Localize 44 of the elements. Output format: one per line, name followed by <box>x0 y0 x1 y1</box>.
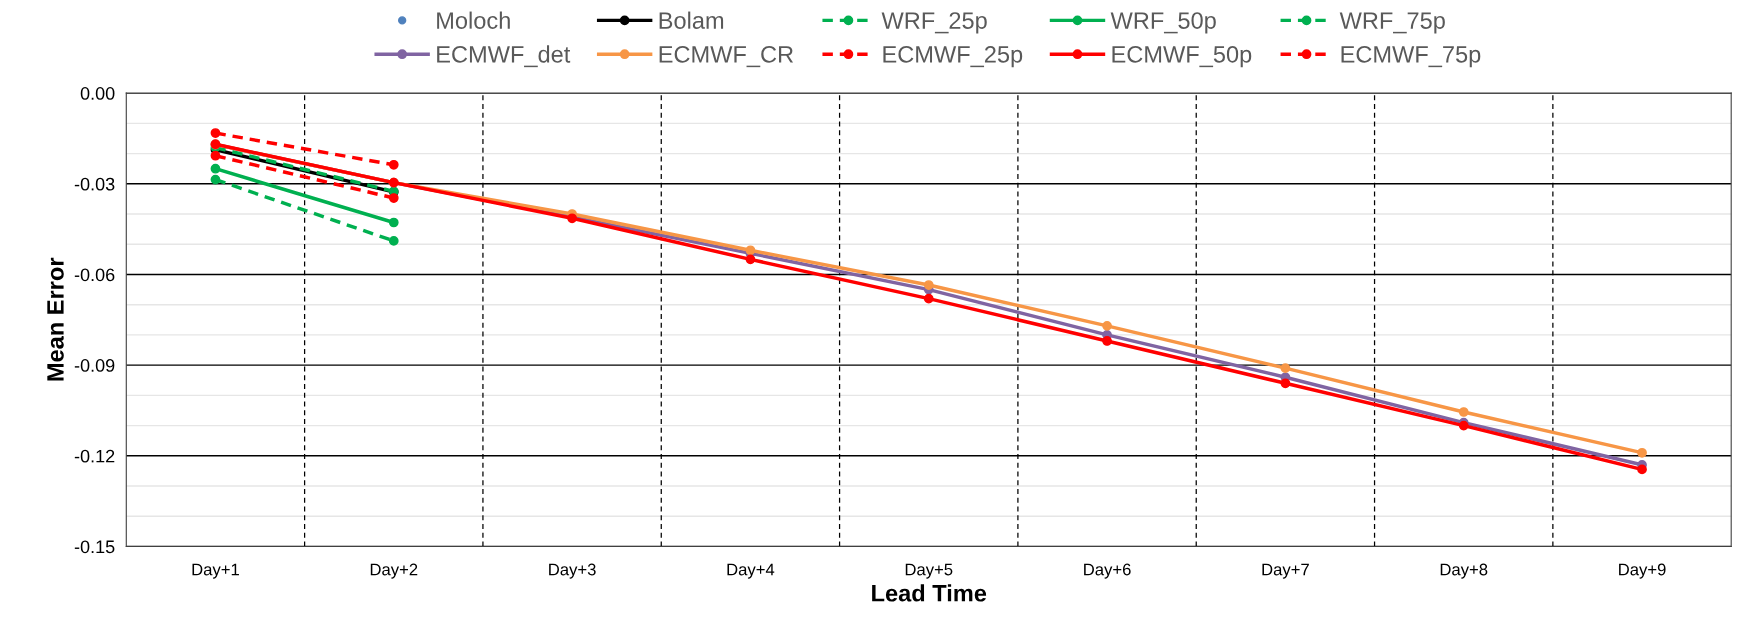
point <box>1637 447 1647 458</box>
legend-label: Bolam <box>659 11 724 29</box>
x-tick-label: Day+4 <box>727 563 775 579</box>
x-tick-label: Day+2 <box>370 563 418 579</box>
point <box>210 150 221 161</box>
x-tick-label: Day+8 <box>1440 563 1488 579</box>
x-tick-label: Day+3 <box>549 563 596 579</box>
y-tick-label: -0.03 <box>74 177 115 191</box>
x-tick-label: Day+7 <box>1262 563 1309 579</box>
y-tick-label: -0.12 <box>74 449 115 463</box>
point <box>1637 464 1647 475</box>
point <box>1458 407 1469 417</box>
point <box>388 217 399 228</box>
y-tick-label: 0.00 <box>80 87 115 100</box>
legend-label: ECMWF_75p <box>1341 45 1481 68</box>
y-tick-label: -0.09 <box>74 359 115 372</box>
legend-label: ECMWF_det <box>437 45 571 68</box>
x-tick-label: Day+5 <box>905 563 953 579</box>
point <box>1280 363 1291 374</box>
y-tick-label: -0.15 <box>74 540 115 554</box>
legend-label: WRF_50p <box>1110 12 1216 34</box>
x-tick-label: Day+1 <box>192 563 239 579</box>
legend-label: ECMWF_CR <box>659 45 794 68</box>
legend-label: WRF_25p <box>881 12 987 34</box>
point <box>1102 336 1112 346</box>
point <box>923 293 934 304</box>
point <box>210 174 221 185</box>
y-axis-title: Mean Error <box>47 257 64 381</box>
x-axis-title: Lead Time <box>872 584 987 602</box>
point <box>388 193 399 203</box>
legend-label: ECMWF_50p <box>1112 45 1252 68</box>
point <box>210 128 221 138</box>
y-tick-label: -0.06 <box>74 268 115 282</box>
legend-label: WRF_75p <box>1339 12 1445 34</box>
point <box>923 280 934 290</box>
legend-label: Moloch <box>437 11 510 29</box>
point <box>1102 320 1112 331</box>
point <box>388 236 399 246</box>
point <box>210 163 221 174</box>
point <box>388 159 399 170</box>
x-tick-label: Day+6 <box>1084 563 1131 579</box>
point <box>1280 378 1291 389</box>
x-tick-label: Day+9 <box>1619 563 1666 579</box>
legend-label: ECMWF_25p <box>883 45 1023 68</box>
